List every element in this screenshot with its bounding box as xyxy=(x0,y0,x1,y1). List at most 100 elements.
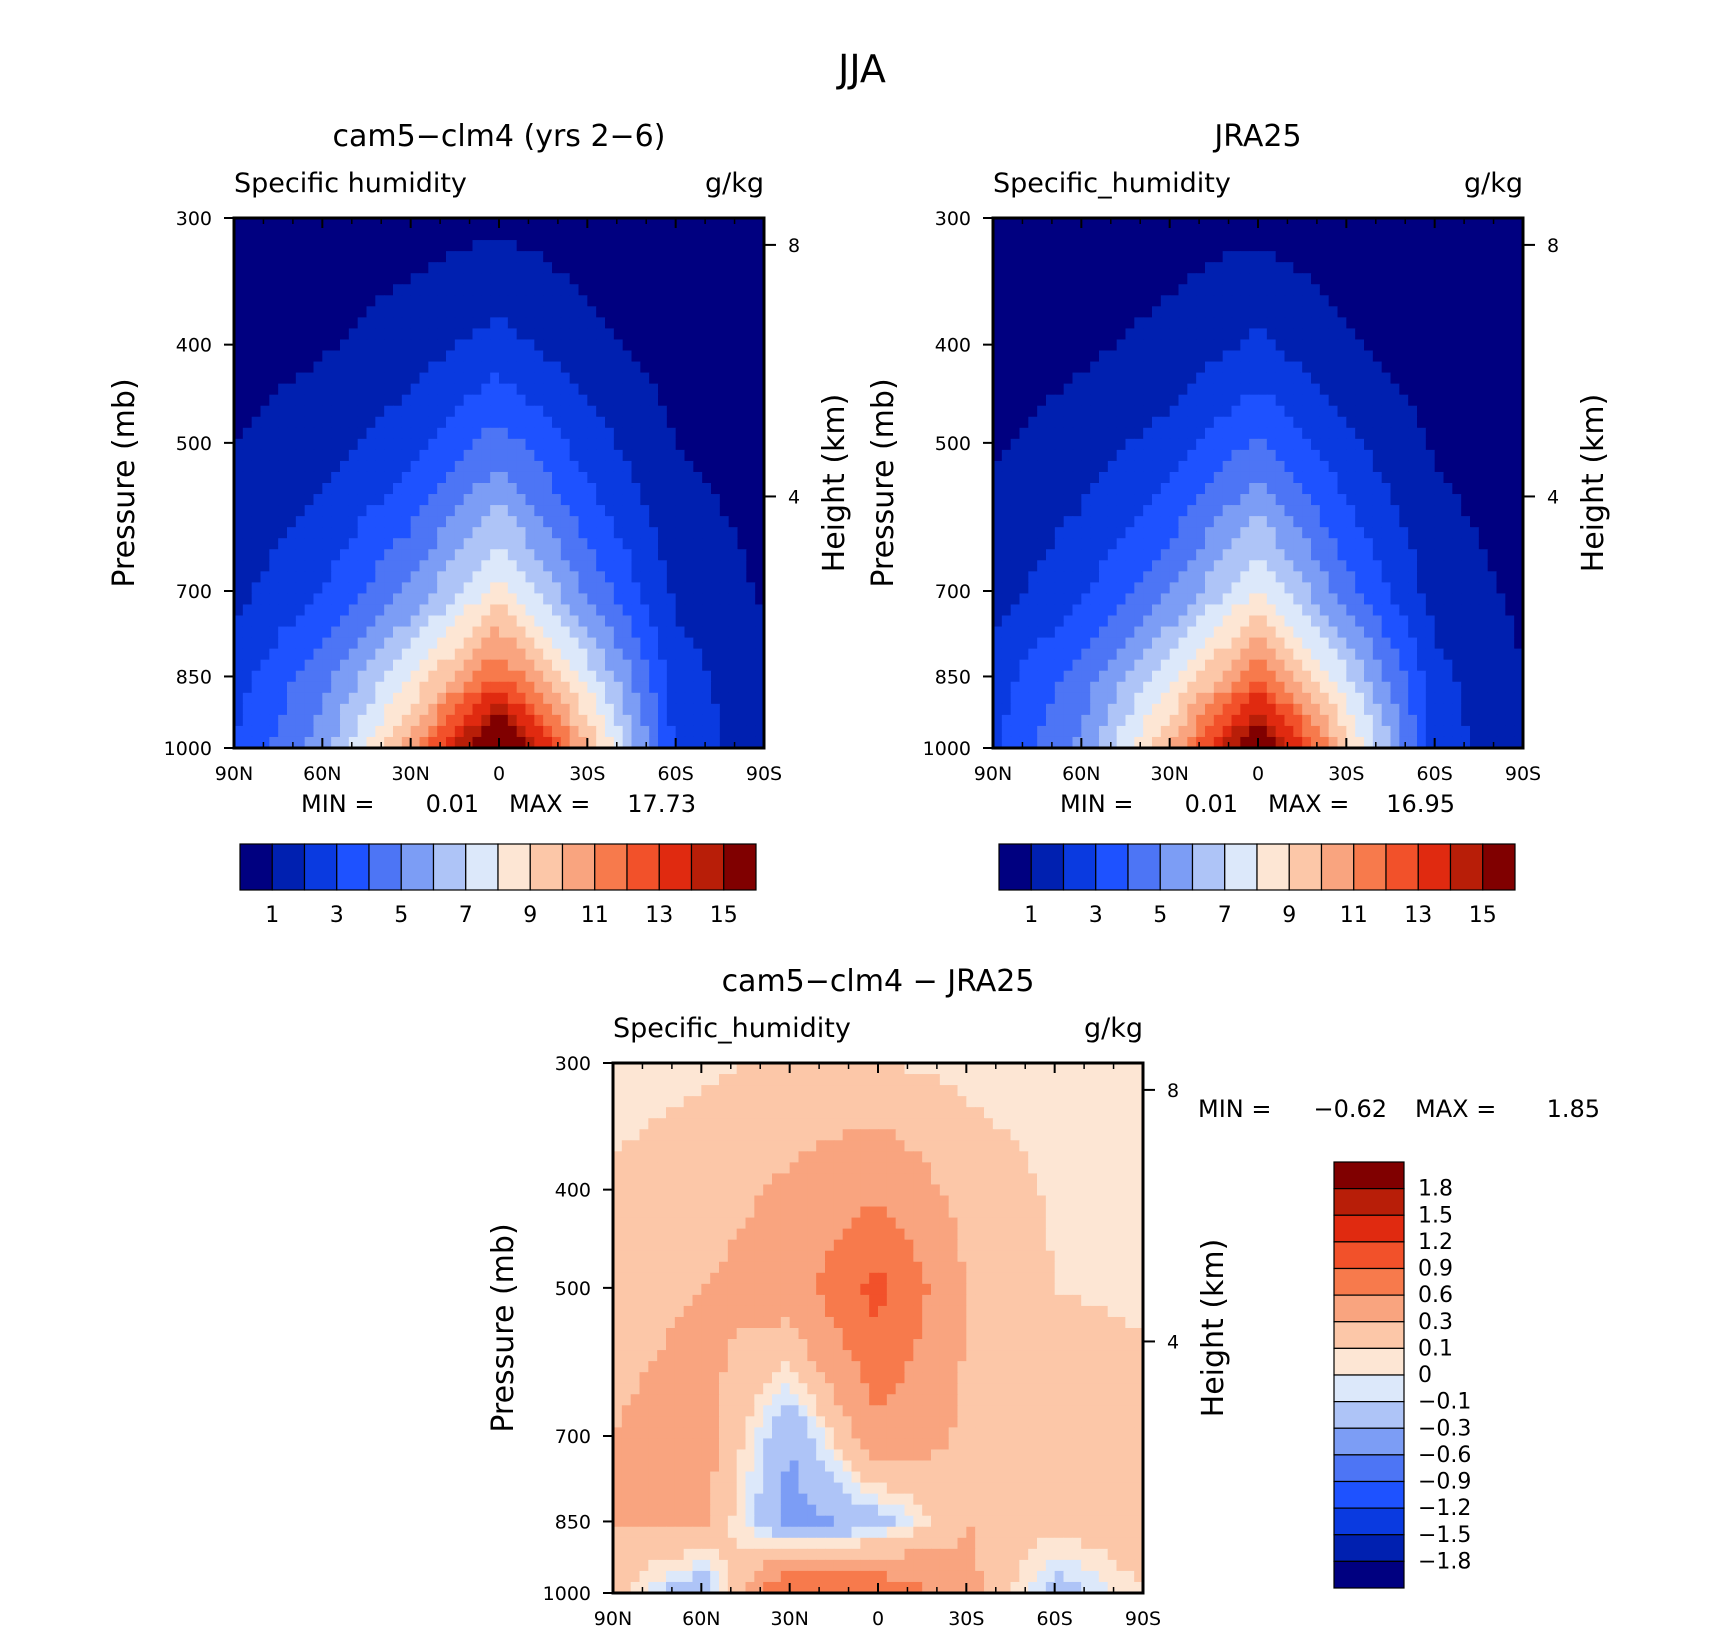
field-cell xyxy=(543,626,553,639)
field-cell xyxy=(1072,306,1082,318)
field-cell xyxy=(269,593,279,606)
field-cell xyxy=(1399,218,1409,230)
field-cell xyxy=(1019,427,1029,440)
field-cell xyxy=(1293,306,1303,318)
field-cell xyxy=(1355,516,1365,528)
field-cell xyxy=(375,218,385,230)
field-cell xyxy=(260,405,270,418)
field-cell xyxy=(401,527,412,539)
field-cell xyxy=(675,229,686,241)
field-cell xyxy=(1063,538,1074,550)
field-cell xyxy=(366,593,376,606)
field-cell xyxy=(384,350,394,363)
field-cell xyxy=(1187,339,1197,352)
field-cell xyxy=(649,670,659,683)
field-cell xyxy=(463,670,474,683)
field-cell xyxy=(1505,549,1515,561)
field-cell xyxy=(410,229,421,241)
field-cell xyxy=(507,372,518,385)
field-cell xyxy=(1125,505,1135,517)
field-cell xyxy=(446,394,456,407)
field-cell xyxy=(446,736,456,749)
field-cell xyxy=(613,703,624,716)
field-cell xyxy=(596,648,606,661)
field-cell xyxy=(1478,306,1489,318)
field-cell xyxy=(446,405,456,418)
field-cell xyxy=(1470,560,1480,572)
field-cell xyxy=(419,218,429,230)
field-cell xyxy=(1169,505,1180,517)
field-cell xyxy=(993,549,1003,561)
field-cell xyxy=(1302,317,1312,330)
field-cell xyxy=(737,549,747,561)
field-cell xyxy=(596,427,606,440)
field-cell xyxy=(1054,372,1065,385)
field-cell xyxy=(1063,273,1074,285)
field-cell xyxy=(1478,505,1489,517)
field-cell xyxy=(1152,229,1162,241)
field-cell xyxy=(622,494,633,506)
field-cell xyxy=(658,339,668,352)
field-cell xyxy=(728,571,739,583)
field-cell xyxy=(295,240,306,252)
colorbar-label: 11 xyxy=(581,903,609,928)
field-cell xyxy=(428,218,438,230)
field-cell xyxy=(622,659,633,672)
field-cell xyxy=(507,549,518,561)
field-cell xyxy=(287,681,297,694)
field-cell xyxy=(1390,538,1400,550)
field-cell xyxy=(1037,405,1047,418)
field-cell xyxy=(516,538,527,550)
field-cell xyxy=(1311,505,1321,517)
field-cell xyxy=(1134,306,1144,318)
field-cell xyxy=(622,703,633,716)
field-cell xyxy=(331,262,341,274)
field-cell xyxy=(569,681,580,694)
field-cell xyxy=(755,714,765,727)
field-cell xyxy=(304,306,315,318)
field-cell xyxy=(1205,416,1215,429)
field-cell xyxy=(1107,339,1118,352)
field-cell xyxy=(1107,549,1118,561)
field-cell xyxy=(1160,571,1171,583)
field-cell xyxy=(490,725,500,738)
field-cell xyxy=(481,229,491,241)
colorbar-box xyxy=(239,843,273,891)
field-cell xyxy=(472,460,482,473)
field-cell xyxy=(622,361,633,374)
field-cell xyxy=(684,471,694,484)
field-cell xyxy=(605,328,615,341)
field-cell xyxy=(1231,372,1241,385)
field-cell xyxy=(1054,306,1065,318)
field-cell xyxy=(1046,240,1056,252)
field-cell xyxy=(1240,229,1250,241)
field-cell xyxy=(640,703,650,716)
field-cell xyxy=(1205,295,1215,307)
field-cell xyxy=(1311,229,1321,241)
field-cell xyxy=(437,560,447,572)
field-cell xyxy=(384,218,394,230)
field-cell xyxy=(1381,295,1392,307)
field-cell xyxy=(1337,438,1347,451)
field-cell xyxy=(1364,262,1374,274)
field-cell xyxy=(490,494,500,506)
field-cell xyxy=(234,538,244,550)
field-cell xyxy=(1178,229,1188,241)
field-cell xyxy=(1364,505,1374,517)
field-cell xyxy=(719,416,730,429)
field-cell xyxy=(534,703,544,716)
field-cell xyxy=(649,494,659,506)
field-cell xyxy=(728,438,739,451)
field-cell xyxy=(1478,527,1489,539)
field-cell xyxy=(1293,560,1303,572)
field-cell xyxy=(1187,273,1197,285)
field-cell xyxy=(658,306,668,318)
field-cell xyxy=(622,240,633,252)
field-cell xyxy=(1390,262,1400,274)
field-cell xyxy=(1505,328,1515,341)
field-cell xyxy=(755,725,765,738)
field-cell xyxy=(234,593,244,606)
field-cell xyxy=(322,736,332,749)
field-cell xyxy=(1222,240,1233,252)
field-cell xyxy=(1196,571,1206,583)
